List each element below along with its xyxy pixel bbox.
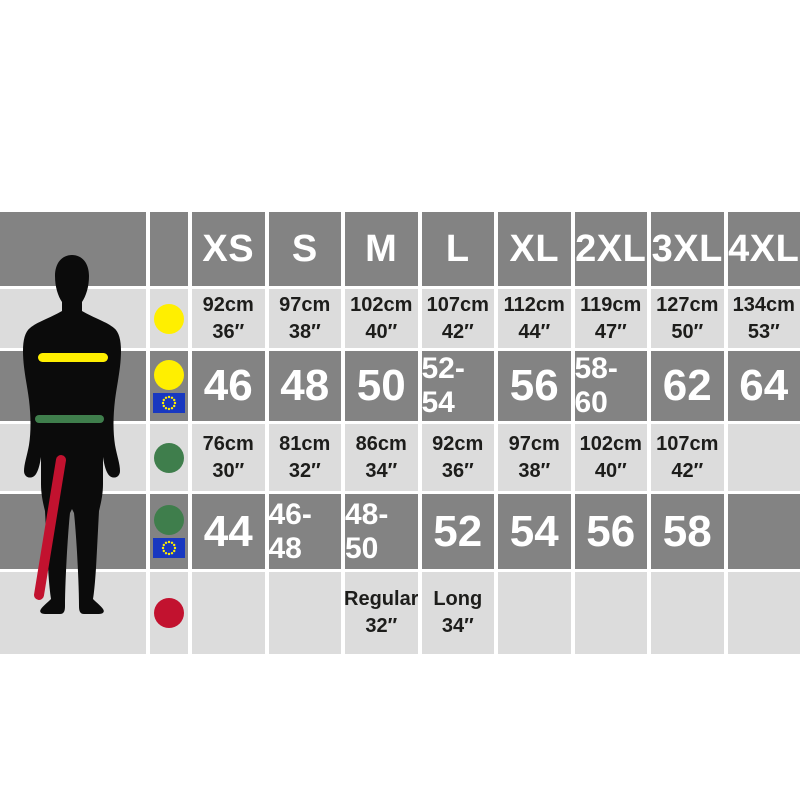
- waist-green-circle-icon: [154, 505, 184, 535]
- chest-cell: 97cm 38″: [268, 289, 341, 348]
- chest-marker-cell: [150, 289, 188, 348]
- chest-cell: 107cm 42″: [421, 289, 494, 348]
- size-header-3xl: 3XL: [651, 212, 724, 286]
- waist-cell: 92cm 36″: [421, 424, 494, 491]
- leg-red-circle-icon: [154, 598, 184, 628]
- leg-cell-regular: Regular 32″: [345, 572, 418, 654]
- chest-cell: 92cm 36″: [192, 289, 265, 348]
- waist-cell: 86cm 34″: [345, 424, 418, 491]
- chest-eu-marker-cell: [150, 351, 188, 421]
- waist-cell: 76cm 30″: [192, 424, 265, 491]
- chest-eu-cell: 50: [345, 351, 418, 421]
- waist-eu-cell: 58: [651, 494, 724, 569]
- silhouette-column-cell: [0, 494, 146, 569]
- leg-cell-empty: [574, 572, 647, 654]
- chest-eu-cell: 58-60: [574, 351, 647, 421]
- waist-cell: 102cm 40″: [574, 424, 647, 491]
- waist-eu-cell: 54: [498, 494, 571, 569]
- chest-eu-cell: 64: [727, 351, 800, 421]
- waist-cell: 97cm 38″: [498, 424, 571, 491]
- leg-cell-empty: [498, 572, 571, 654]
- marker-column-header-cell: [150, 212, 188, 286]
- chest-yellow-circle-icon: [154, 359, 184, 390]
- waist-marker-cell: [150, 424, 188, 491]
- silhouette-column-cell: [0, 572, 146, 654]
- silhouette-column-cell: [0, 289, 146, 348]
- chest-cell: 134cm 53″: [727, 289, 800, 348]
- chest-cell: 119cm 47″: [574, 289, 647, 348]
- waist-eu-cell: 52: [421, 494, 494, 569]
- silhouette-column-cell: [0, 351, 146, 421]
- leg-marker-cell: [150, 572, 188, 654]
- chest-eu-cell: 62: [651, 351, 724, 421]
- leg-cell-long: Long 34″: [421, 572, 494, 654]
- size-chart-table: XS S M L XL 2XL 3XL 4XL 92cm 36″ 97cm 38″ …: [0, 212, 800, 654]
- waist-eu-cell: 48-50: [345, 494, 418, 569]
- waist-eu-cell-empty: [727, 494, 800, 569]
- size-header-4xl: 4XL: [727, 212, 800, 286]
- silhouette-column-header-cell: [0, 212, 146, 286]
- chest-cell: 112cm 44″: [498, 289, 571, 348]
- waist-eu-cell: 46-48: [268, 494, 341, 569]
- leg-cell-empty: [192, 572, 265, 654]
- chest-eu-cell: 56: [498, 351, 571, 421]
- waist-cell: 107cm 42″: [651, 424, 724, 491]
- chest-cell: 102cm 40″: [345, 289, 418, 348]
- chest-cell: 127cm 50″: [651, 289, 724, 348]
- waist-cell: 81cm 32″: [268, 424, 341, 491]
- waist-cell-empty: [727, 424, 800, 491]
- chest-eu-cell: 52-54: [421, 351, 494, 421]
- leg-cell-empty: [651, 572, 724, 654]
- leg-cell-empty: [727, 572, 800, 654]
- chest-eu-cell: 48: [268, 351, 341, 421]
- waist-eu-marker-cell: [150, 494, 188, 569]
- chest-eu-cell: 46: [192, 351, 265, 421]
- waist-green-circle-icon: [154, 442, 184, 473]
- size-header-xl: XL: [498, 212, 571, 286]
- size-header-m: M: [345, 212, 418, 286]
- silhouette-column-cell: [0, 424, 146, 491]
- size-header-s: S: [268, 212, 341, 286]
- size-header-xs: XS: [192, 212, 265, 286]
- waist-eu-cell: 56: [574, 494, 647, 569]
- eu-flag-icon: [153, 538, 185, 558]
- chest-yellow-circle-icon: [154, 303, 184, 334]
- eu-flag-icon: [153, 392, 185, 413]
- size-header-2xl: 2XL: [574, 212, 647, 286]
- waist-eu-cell: 44: [192, 494, 265, 569]
- leg-cell-empty: [268, 572, 341, 654]
- size-header-l: L: [421, 212, 494, 286]
